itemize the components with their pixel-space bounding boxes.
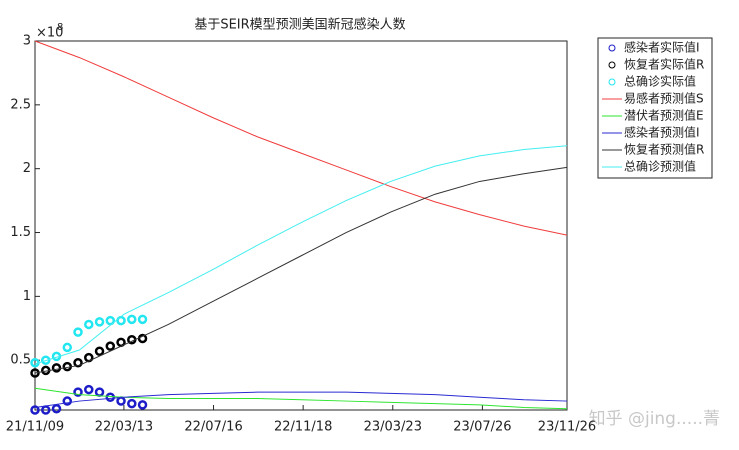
actual-point [30, 405, 40, 415]
predicted-line [34, 40, 568, 236]
x-tick-label: 23/11/26 [538, 420, 596, 435]
x-tick-label: 22/11/18 [274, 420, 332, 435]
actual-point [105, 392, 116, 402]
predicted-line [34, 145, 568, 365]
actual-point [73, 327, 83, 337]
actual-point [105, 315, 116, 326]
x-tick-label: 22/07/16 [184, 420, 242, 435]
chart-title: 基于SEIR模型预测美国新冠感染人数 [194, 17, 405, 33]
y-tick-label: 3 [23, 34, 31, 49]
watermark: 知乎 @jing.....菁 [589, 409, 720, 429]
y-tick-label: 2 [23, 161, 31, 176]
actual-point [62, 396, 73, 406]
actual-point [94, 317, 105, 327]
actual-point [105, 341, 116, 351]
x-tick-label: 22/03/13 [95, 420, 153, 435]
legend-label: 恢复者实际值R [624, 57, 704, 72]
actual-point [127, 314, 137, 325]
y-exponent-base: ×10 [36, 26, 63, 41]
y-tick-label: 1 [23, 289, 31, 304]
legend-box [597, 37, 713, 179]
legend-label: 潜伏者预测值E [624, 108, 704, 123]
legend-label: 总确诊实际值 [624, 74, 696, 89]
x-tick-label: 23/03/23 [364, 420, 422, 435]
actual-point [51, 363, 62, 373]
actual-point [137, 314, 148, 325]
actual-point [137, 400, 148, 410]
x-tick-label: 21/11/09 [6, 420, 64, 435]
legend-swatch [608, 44, 616, 52]
plot-area [34, 40, 568, 411]
legend-label: 感染者实际值I [624, 40, 700, 55]
actual-point [127, 398, 137, 409]
y-tick-label: 0.5 [10, 353, 31, 368]
y-tick-label: 1.5 [10, 225, 31, 240]
predicted-line [34, 391, 568, 408]
legend-label: 感染者预测值I [624, 125, 700, 140]
y-tick-label: 2.5 [10, 97, 31, 112]
y-exponent-power: 8 [57, 22, 63, 33]
actual-point [84, 384, 94, 395]
legend-swatch [608, 78, 616, 86]
actual-point [30, 368, 40, 378]
x-tick-label: 23/07/26 [453, 420, 511, 435]
actual-point [84, 319, 94, 330]
predicted-line [34, 166, 568, 374]
actual-point [62, 342, 73, 353]
legend-label: 总确诊预测值 [624, 159, 696, 174]
actual-point [73, 358, 83, 368]
legend-label: 易感者预测值S [624, 91, 704, 106]
actual-point [73, 387, 83, 397]
legend-label: 恢复者预测值R [624, 142, 704, 157]
legend-swatch [608, 61, 616, 69]
actual-point [41, 405, 51, 415]
actual-point [137, 333, 148, 344]
actual-point [51, 403, 62, 414]
actual-point [94, 346, 105, 357]
actual-point [41, 355, 51, 365]
